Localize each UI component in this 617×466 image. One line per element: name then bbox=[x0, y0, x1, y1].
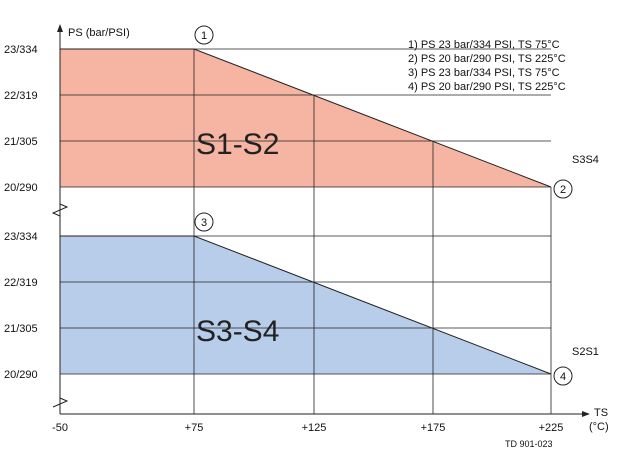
x-axis-arrow bbox=[582, 411, 590, 417]
grid-layer bbox=[60, 48, 552, 414]
point-marker-label: 1 bbox=[201, 30, 207, 42]
y-tick-label: 23/334 bbox=[4, 44, 38, 56]
legend-entry-2: 2) PS 20 bar/290 PSI, TS 225°C bbox=[408, 53, 566, 65]
point-marker-1 bbox=[194, 25, 214, 45]
series-tag-upper: S3S4 bbox=[572, 154, 599, 166]
region-upper bbox=[60, 49, 551, 187]
x-axis-title: TS bbox=[594, 407, 608, 419]
y-axis-arrow bbox=[57, 24, 63, 32]
x-tick-label: +75 bbox=[185, 422, 204, 434]
fill-layer bbox=[60, 49, 551, 374]
x-tick-label: +125 bbox=[302, 422, 327, 434]
point-marker-4 bbox=[553, 366, 573, 386]
region-lower bbox=[60, 236, 551, 374]
y-tick-label: 23/334 bbox=[4, 231, 38, 243]
point-marker-label: 4 bbox=[560, 371, 566, 383]
x-tick-label: +225 bbox=[539, 422, 564, 434]
x-tick-label: -50 bbox=[52, 422, 68, 434]
y-tick-label: 22/319 bbox=[4, 277, 38, 289]
y-tick-label: 21/305 bbox=[4, 323, 38, 335]
series-tag-lower: S2S1 bbox=[572, 346, 599, 358]
legend-entry-4: 4) PS 20 bar/290 PSI, TS 225°C bbox=[408, 81, 566, 93]
region-label-upper: S1-S2 bbox=[196, 128, 279, 161]
x-axis-unit: (°C) bbox=[589, 421, 609, 433]
y-tick-label: 20/290 bbox=[4, 369, 38, 381]
axis-layer bbox=[51, 24, 590, 417]
x-tick-label: +175 bbox=[421, 422, 446, 434]
legend-entry-3: 3) PS 23 bar/334 PSI, TS 75°C bbox=[408, 67, 560, 79]
axis-break-mark bbox=[51, 203, 69, 217]
y-tick-label: 20/290 bbox=[4, 182, 38, 194]
y-tick-label: 21/305 bbox=[4, 136, 38, 148]
y-tick-label: 22/319 bbox=[4, 90, 38, 102]
reference-code: TD 901-023 bbox=[505, 439, 553, 449]
y-axis-title: PS (bar/PSI) bbox=[68, 27, 130, 39]
point-marker-label: 3 bbox=[201, 217, 207, 229]
dynamic-layer: 20/290 21/305 22/319 23/334 S1-S2 S3S4 1 2 20/29… bbox=[4, 25, 599, 434]
point-marker-label: 2 bbox=[560, 184, 566, 196]
point-marker-3 bbox=[194, 212, 214, 232]
legend-entry-1: 1) PS 23 bar/334 PSI, TS 75°C bbox=[408, 39, 560, 51]
labels-layer: PS (bar/PSI) TS (°C) 1) PS 23 bar/334 PS… bbox=[68, 27, 609, 449]
region-label-lower: S3-S4 bbox=[196, 315, 279, 348]
point-marker-2 bbox=[553, 179, 573, 199]
